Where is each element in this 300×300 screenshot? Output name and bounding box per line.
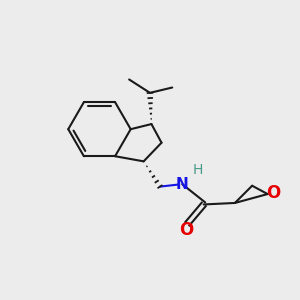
Text: H: H bbox=[193, 163, 203, 177]
Text: N: N bbox=[176, 177, 189, 192]
Text: O: O bbox=[179, 221, 193, 239]
Text: O: O bbox=[266, 184, 281, 202]
